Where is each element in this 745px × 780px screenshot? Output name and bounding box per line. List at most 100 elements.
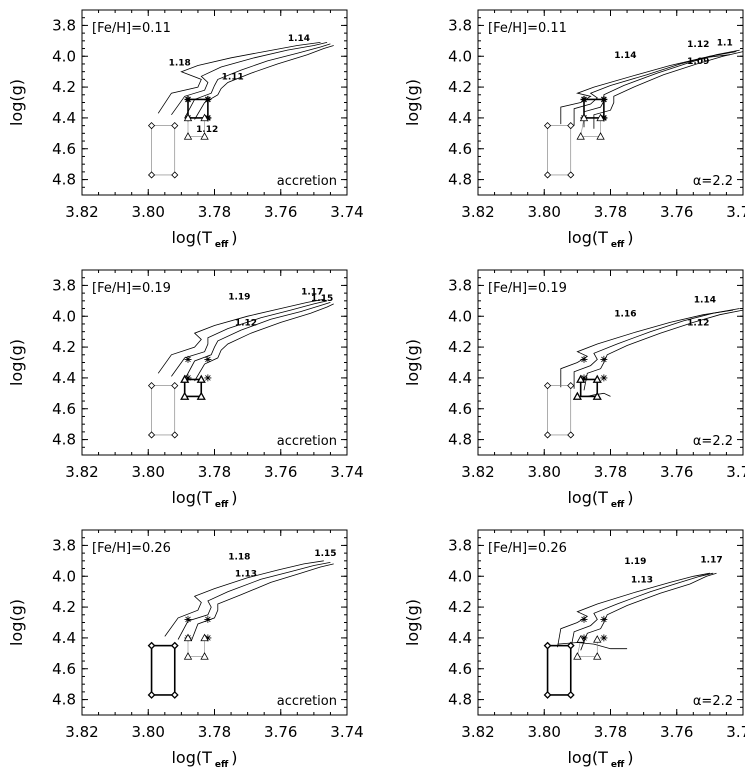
diamond-marker [170,691,179,699]
diamond-marker [147,382,156,390]
x-axis-label: log(T eff) [567,228,633,250]
y-tick-label: 4.4 [52,369,76,387]
evolution-track [583,49,740,128]
track-mass-label: 1.18 [169,59,191,69]
evolution-track [157,298,324,374]
x-tick-label: 3.76 [660,463,693,481]
y-axis-label: log(g) [7,79,26,126]
model-label: α=2.2 [693,174,733,189]
diamond-marker [147,171,156,179]
x-tick-label: 3.82 [461,723,494,741]
x-axis-label: log(T eff) [171,488,237,510]
model-label: accretion [277,694,337,709]
panel-4: 3.82 3.80 3.78 3.76 3.74 3.8 4.0 4.2 4.4 4.6 4.8 lo… [403,269,745,510]
y-tick-label: 4.2 [448,598,472,616]
y-axis-label: log(g) [403,79,422,126]
y-tick-label: 3.8 [448,536,472,554]
diamond-marker [147,691,156,699]
y-tick-label: 4.6 [52,660,76,678]
track-mass-label: 1.14 [288,34,310,44]
evolution-track [570,572,714,649]
y-tick-label: 4.2 [52,78,76,96]
evolution-track [184,43,331,119]
triangle-marker [200,132,209,140]
triangle-model-outline [187,637,205,657]
x-tick-label: 3.78 [594,203,627,221]
x-tick-label: 3.74 [330,723,363,741]
y-tick-label: 4.2 [448,78,472,96]
asterisk-marker [580,615,588,623]
x-tick-label: 3.80 [528,203,561,221]
y-axis-label: log(g) [7,599,26,646]
triangle-model-box [183,378,203,398]
asterisk-marker [580,374,588,382]
track-mass-label: 1.17 [301,288,323,298]
y-tick-label: 4.4 [448,109,472,127]
observed-error-box [547,385,572,436]
x-tick-label: 3.74 [726,463,745,481]
plot-frame [81,269,348,456]
x-tick-label: 3.74 [330,203,363,221]
track-mass-label: 1.12 [687,319,709,329]
x-tick-label: 3.78 [198,463,231,481]
y-tick-label: 4.0 [448,307,472,325]
evolution-track [557,572,710,648]
y-tick-label: 4.0 [448,47,472,65]
observed-error-box [151,125,176,176]
x-axis-label: log(T eff) [171,228,237,250]
track-mass-label: 1.18 [228,552,250,562]
diamond-marker [567,171,575,179]
asterisk-marker [184,615,192,623]
diamond-marker [543,691,552,699]
metallicity-label: [Fe/H]=0.11 [488,21,567,36]
triangle-marker [592,374,602,383]
observed-error-box [151,385,176,436]
panel-1: 3.82 3.80 3.78 3.76 3.74 3.8 4.0 4.2 4.4 4.6 4.8 lo… [7,9,364,250]
model-label: accretion [277,434,337,449]
asterisk-marker [580,355,588,363]
track-mass-label: 1.15 [311,294,333,304]
triangle-marker [183,132,193,140]
y-axis-label: log(g) [403,599,422,646]
track-mass-label: 1.13 [235,569,257,579]
y-tick-label: 4.2 [448,338,472,356]
asterisk-marker [204,95,212,103]
evolution-track [194,303,334,382]
asterisk-marker [184,95,192,103]
diamond-marker [543,641,552,650]
evolution-track [583,309,744,391]
triangle-marker [196,391,206,400]
evolution-track [573,308,740,389]
y-tick-label: 4.8 [448,171,472,189]
observed-error-box [546,644,572,696]
evolution-track [177,562,331,640]
track-mass-label: 1.12 [235,319,257,329]
y-tick-label: 4.6 [448,140,472,158]
metallicity-label: [Fe/H]=0.11 [92,21,171,36]
evolution-track [573,51,737,126]
asterisk-marker [204,634,212,642]
panel-2: 3.82 3.80 3.78 3.76 3.74 3.8 4.0 4.2 4.4 4.6 4.8 lo… [403,9,745,250]
triangle-marker [596,113,605,122]
diamond-marker [543,431,552,439]
triangle-marker [183,113,193,122]
x-tick-label: 3.76 [264,463,297,481]
asterisk-marker [600,114,608,122]
x-tick-label: 3.82 [461,463,494,481]
asterisk-marker [600,95,608,103]
triangle-marker [180,391,190,400]
triangle-marker [573,652,582,660]
track-mass-label: 1.19 [228,292,250,302]
x-tick-label: 3.78 [198,203,231,221]
asterisk-marker [204,355,212,363]
x-tick-label: 3.82 [65,463,98,481]
asterisk-marker [184,374,192,382]
triangle-marker [200,113,209,122]
triangle-marker [592,391,602,400]
diamond-marker [171,431,179,439]
x-tick-label: 3.76 [264,203,297,221]
x-tick-label: 3.78 [594,723,627,741]
x-axis-label: log(T eff) [567,488,633,510]
y-tick-label: 4.6 [448,660,472,678]
